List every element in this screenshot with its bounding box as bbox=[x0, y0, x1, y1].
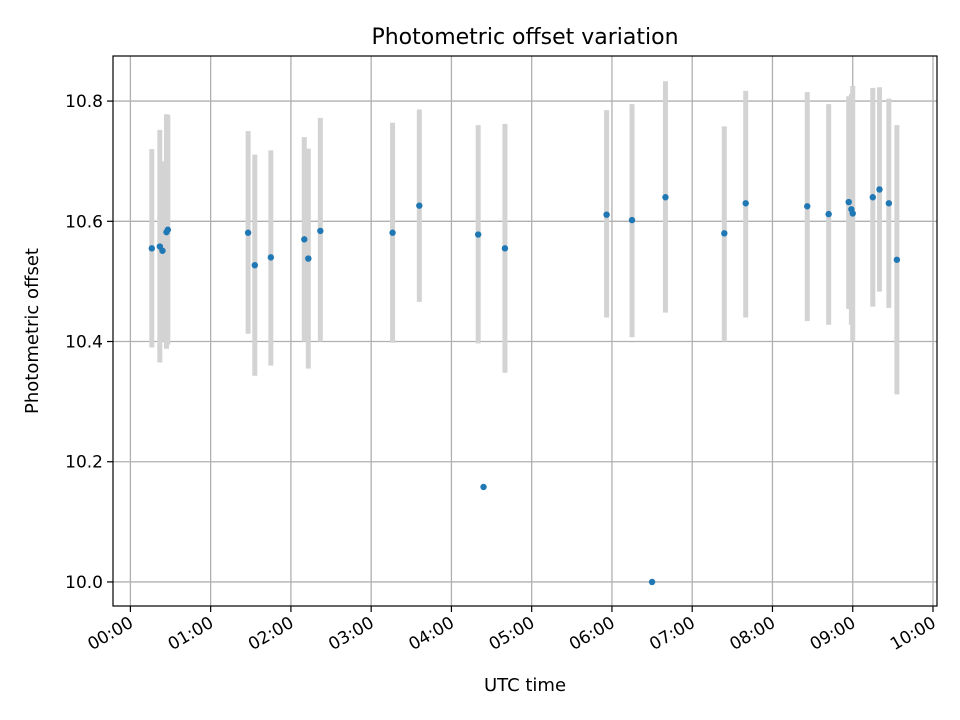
data-point bbox=[662, 194, 669, 201]
data-points bbox=[148, 186, 901, 586]
plot-frame bbox=[112, 55, 938, 607]
chart-title: Photometric offset variation bbox=[371, 25, 678, 50]
data-point bbox=[474, 231, 482, 238]
data-point bbox=[869, 194, 876, 201]
data-point bbox=[244, 229, 252, 236]
x-tick-label: 00:00 bbox=[84, 613, 136, 655]
y-axis-label: Photometric offset bbox=[22, 248, 43, 414]
x-tick-label: 02:00 bbox=[245, 613, 297, 655]
grid bbox=[113, 56, 937, 606]
data-point bbox=[825, 210, 832, 218]
data-point bbox=[416, 202, 423, 209]
y-tick-label: 10.8 bbox=[65, 92, 103, 112]
x-axis: 00:00 01:00 02:00 03:00 04:00 05:00 06:00 07:00… bbox=[84, 606, 939, 655]
data-point bbox=[317, 227, 324, 235]
data-point bbox=[501, 245, 509, 252]
data-point bbox=[267, 254, 275, 261]
data-point bbox=[804, 203, 811, 210]
x-tick-label: 04:00 bbox=[405, 613, 457, 655]
data-point bbox=[301, 236, 308, 243]
data-point bbox=[742, 200, 749, 207]
y-tick-label: 10.6 bbox=[65, 212, 103, 232]
data-point bbox=[648, 578, 656, 586]
data-point bbox=[849, 210, 856, 217]
data-point bbox=[164, 226, 172, 233]
data-point bbox=[251, 261, 258, 269]
data-point bbox=[628, 216, 636, 224]
data-point bbox=[876, 186, 883, 193]
y-axis: 10.0 10.2 10.4 10.6 10.8 bbox=[65, 92, 113, 593]
data-point bbox=[885, 200, 893, 207]
x-tick-label: 03:00 bbox=[325, 613, 377, 655]
x-tick-label: 01:00 bbox=[165, 613, 217, 655]
error-bars bbox=[149, 81, 900, 395]
y-tick-label: 10.0 bbox=[65, 573, 103, 593]
data-point bbox=[721, 230, 728, 237]
data-point bbox=[159, 247, 166, 254]
x-tick-label: 05:00 bbox=[486, 613, 538, 655]
data-point bbox=[148, 245, 155, 252]
data-point bbox=[480, 483, 487, 491]
x-tick-label: 08:00 bbox=[727, 613, 779, 655]
y-tick-label: 10.2 bbox=[65, 453, 103, 473]
data-point bbox=[389, 229, 396, 236]
x-tick-label: 09:00 bbox=[807, 613, 859, 655]
x-tick-label: 06:00 bbox=[566, 613, 618, 655]
x-tick-label: 10:00 bbox=[887, 613, 939, 655]
x-axis-label: UTC time bbox=[484, 675, 566, 696]
data-point bbox=[603, 211, 610, 218]
data-point bbox=[893, 256, 901, 263]
y-tick-label: 10.4 bbox=[65, 333, 103, 353]
x-tick-label: 07:00 bbox=[646, 613, 698, 655]
data-point bbox=[845, 198, 852, 206]
data-point bbox=[305, 255, 312, 262]
